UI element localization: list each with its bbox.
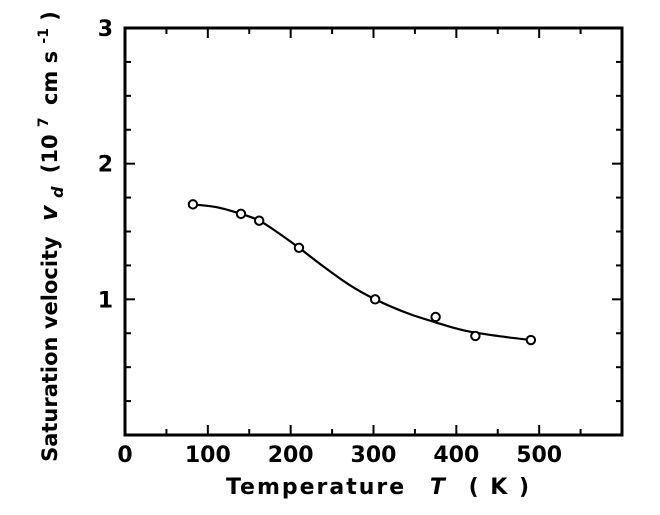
data-points-group bbox=[187, 199, 537, 346]
y-axis-symbol-subscript: d bbox=[48, 186, 67, 198]
x-tick-label: 100 bbox=[185, 443, 231, 468]
y-tick-label: 3 bbox=[98, 17, 113, 42]
x-tick-label: 0 bbox=[117, 443, 132, 468]
fit-curve-line bbox=[192, 203, 532, 342]
x-axis-symbol: T bbox=[430, 475, 447, 500]
data-point-marker bbox=[430, 311, 441, 323]
data-point-marker bbox=[525, 334, 537, 346]
y-axis-unit-middle: cm s bbox=[38, 51, 62, 105]
x-axis-label: Temperature bbox=[226, 475, 406, 500]
y-tick-label: 1 bbox=[98, 288, 113, 313]
plot-frame bbox=[123, 26, 624, 437]
x-axis-title: Temperature T ( K ) bbox=[226, 475, 531, 500]
data-point-marker bbox=[235, 208, 247, 220]
y-tick-label: 2 bbox=[98, 153, 113, 178]
axis-ticks bbox=[124, 27, 623, 436]
y-axis-label: Saturation velocity bbox=[38, 236, 62, 462]
x-tick-label: 300 bbox=[351, 443, 397, 468]
y-axis-unit-exponent-2: -1 bbox=[36, 28, 52, 44]
data-point-marker bbox=[293, 242, 305, 253]
y-axis-symbol: v bbox=[35, 204, 63, 221]
data-point-marker bbox=[253, 215, 265, 226]
x-tick-label: 500 bbox=[516, 443, 562, 468]
fit-curve-group bbox=[192, 203, 532, 342]
y-axis-unit-open: (10 bbox=[38, 134, 62, 173]
tick-labels: 0 100 200 300 400 500 1 2 3 bbox=[98, 17, 562, 468]
x-tick-label: 400 bbox=[433, 443, 479, 468]
y-axis-title: Saturation velocity v d (10 7 cm s -1 ) bbox=[29, 11, 68, 462]
data-point-marker bbox=[470, 330, 481, 342]
data-point-marker bbox=[187, 199, 199, 210]
data-point-marker bbox=[369, 294, 381, 305]
y-axis-unit-exponent: 7 bbox=[36, 117, 52, 127]
y-axis-unit-close: ) bbox=[38, 11, 62, 21]
x-tick-label: 200 bbox=[268, 443, 314, 468]
x-axis-unit: ( K ) bbox=[469, 475, 531, 500]
